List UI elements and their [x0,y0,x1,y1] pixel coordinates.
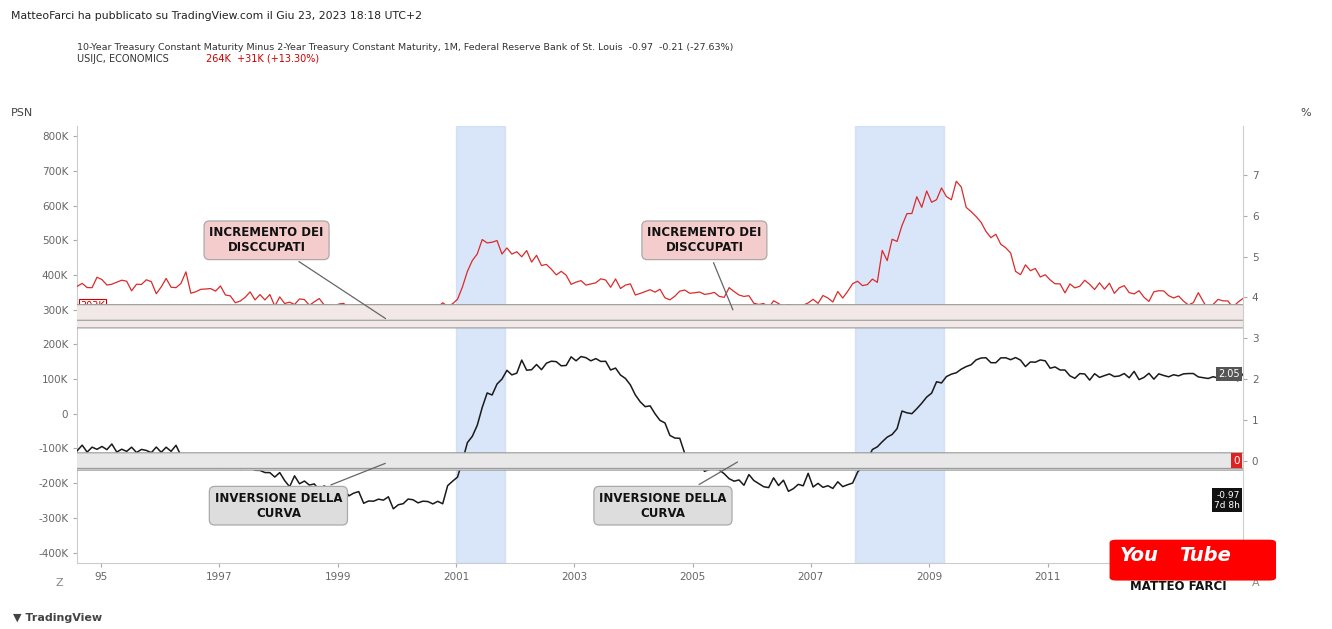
Text: MatteoFarci ha pubblicato su TradingView.com il Giu 23, 2023 18:18 UTC+2: MatteoFarci ha pubblicato su TradingView… [11,11,422,21]
Text: %: % [1300,108,1311,118]
Text: -0.97
7d 8h: -0.97 7d 8h [1213,491,1240,510]
Text: USIJC, ECONOMICS: USIJC, ECONOMICS [77,53,172,64]
Text: You: You [1120,546,1159,565]
Ellipse shape [0,453,1332,469]
Text: 0: 0 [1233,456,1240,466]
Text: Z: Z [56,578,64,588]
Text: Tube: Tube [1179,546,1231,565]
Bar [456,126,505,563]
Text: INVERSIONE DELLA
CURVA: INVERSIONE DELLA CURVA [214,464,385,520]
Text: 264K  +31K (+13.30%): 264K +31K (+13.30%) [206,53,320,64]
Text: INVERSIONE DELLA
CURVA: INVERSIONE DELLA CURVA [599,462,738,520]
Ellipse shape [0,455,1332,470]
Text: 2.05: 2.05 [1219,369,1240,379]
Ellipse shape [0,312,1332,328]
Ellipse shape [0,304,1332,320]
Text: MATTEO FARCI: MATTEO FARCI [1130,580,1227,593]
Text: INCREMENTO DEI
DISCCUPATI: INCREMENTO DEI DISCCUPATI [647,226,762,310]
Text: INCREMENTO DEI
DISCCUPATI: INCREMENTO DEI DISCCUPATI [209,226,385,318]
Text: 303K: 303K [80,301,105,311]
Text: ▼ TradingView: ▼ TradingView [13,613,103,623]
Bar [855,126,944,563]
Text: A: A [1252,578,1260,588]
Text: PSN: PSN [11,108,33,118]
Text: 10-Year Treasury Constant Maturity Minus 2-Year Treasury Constant Maturity, 1M, : 10-Year Treasury Constant Maturity Minus… [77,43,734,52]
